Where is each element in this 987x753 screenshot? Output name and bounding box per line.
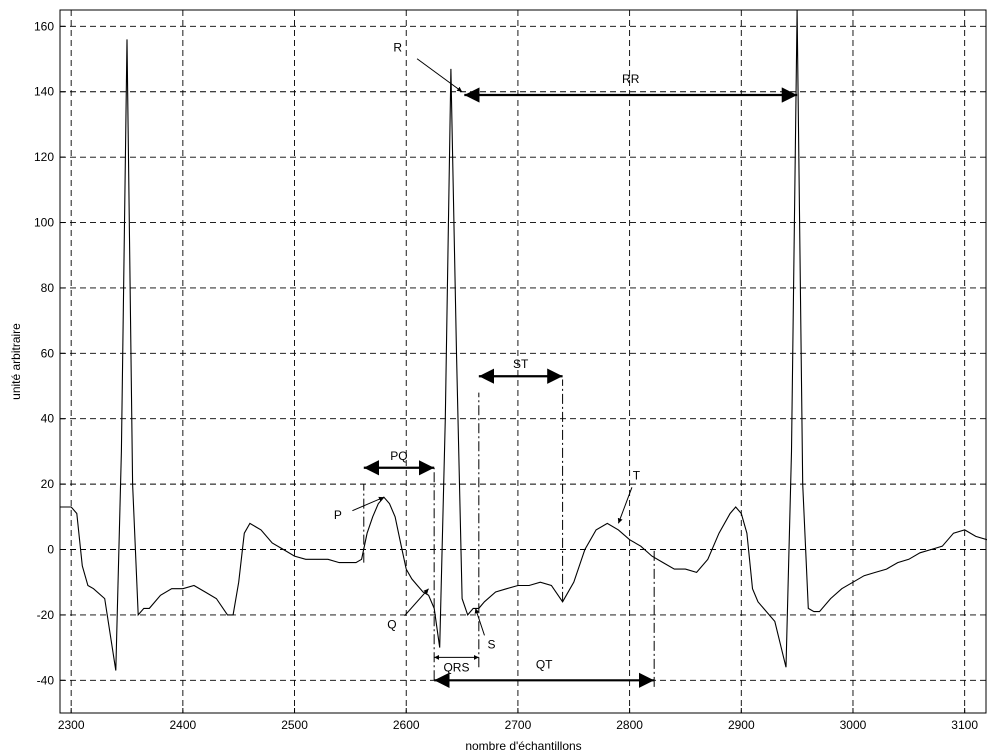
x-tick-label: 2500 [281,718,308,732]
y-tick-label: 100 [34,216,54,230]
x-tick-label: 3100 [951,718,978,732]
x-tick-label: 2300 [58,718,85,732]
y-tick-label: 0 [47,543,54,557]
t-label: T [633,468,641,482]
y-tick-label: 160 [34,19,54,33]
rr-label: RR [622,72,640,86]
st-label: ST [513,357,529,371]
x-tick-label: 2800 [616,718,643,732]
x-tick-label: 2400 [170,718,197,732]
qrs-label: QRS [443,660,469,674]
ecg-trace [60,9,987,671]
y-tick-label: 80 [41,281,55,295]
x-tick-label: 2700 [505,718,532,732]
s-label: S [487,637,495,651]
grid [60,10,987,713]
y-tick-label: 60 [41,346,55,360]
x-tick-label: 2600 [393,718,420,732]
y-tick-label: -20 [37,608,55,622]
p-pointer [352,496,385,512]
x-axis-label: nombre d'échantillons [465,739,581,753]
y-tick-label: 20 [41,477,55,491]
y-tick-label: 40 [41,412,55,426]
interval-markers [363,379,655,687]
y-tick-label: 120 [34,150,54,164]
t-pointer [617,487,633,524]
pq-label: PQ [390,449,407,463]
plot-frame [59,9,987,714]
x-tick-label: 2900 [728,718,755,732]
p-label: P [334,508,342,522]
y-tick-label: 140 [34,85,54,99]
qt-label: QT [536,657,553,671]
q-pointer [404,588,429,617]
r-label: R [393,41,402,55]
y-axis-label: unité arbitraire [9,323,23,400]
tick-labels: 2300 2400 2500 2600 2700 2800 2900 3000 3100 -40 -… [34,19,978,732]
y-tick-label: -40 [37,673,55,687]
r-pointer [416,58,463,93]
x-tick-label: 3000 [840,718,867,732]
q-label: Q [387,618,396,632]
s-pointer [474,608,485,636]
